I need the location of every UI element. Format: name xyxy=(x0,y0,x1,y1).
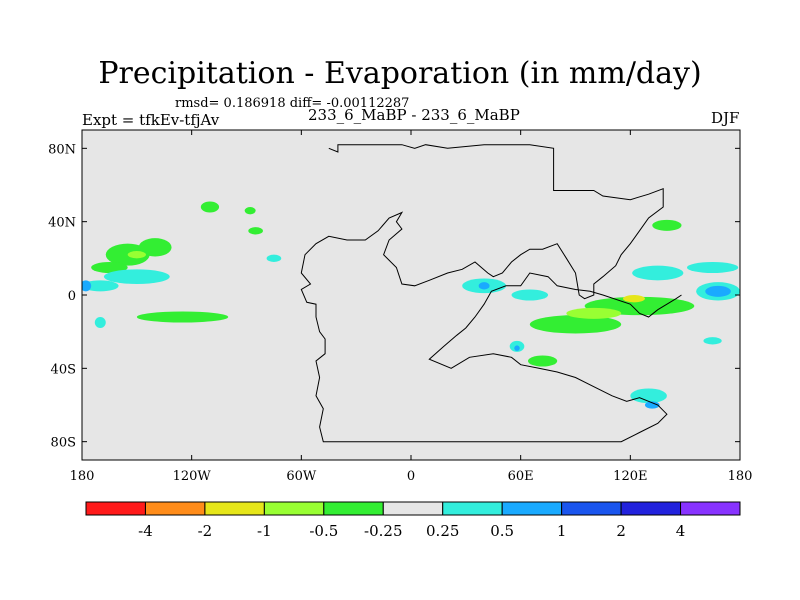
colorbar-label-2: -1 xyxy=(257,522,272,540)
anomaly-region-3 xyxy=(136,311,229,323)
anomaly-region-4 xyxy=(91,262,128,273)
y-axis: 80N 40N 0 40S 80S xyxy=(48,142,740,451)
colorbar-label-1: -2 xyxy=(198,522,213,540)
x-tick-label-6: 180 xyxy=(728,469,753,484)
center-subtitle: 233_6_MaBP - 233_6_MaBP xyxy=(308,106,520,124)
anomaly-region-13 xyxy=(566,307,622,319)
y-tick-label-1: 40N xyxy=(48,216,76,231)
anomaly-region-11 xyxy=(529,315,622,334)
x-tick-label-4: 60E xyxy=(508,469,534,484)
y-tick-label-3: 40S xyxy=(51,362,76,377)
anomaly-region-23 xyxy=(705,285,731,297)
anomaly-region-1 xyxy=(138,238,172,257)
experiment-label: Expt = tfkEv-tfjAv xyxy=(82,111,220,129)
colorbar-swatch-5 xyxy=(382,501,444,516)
anomaly-layer xyxy=(82,201,740,409)
colorbar-label-0: -4 xyxy=(138,522,153,540)
anomaly-region-10 xyxy=(244,207,256,215)
colorbar-swatch-0 xyxy=(85,501,146,516)
season-label: DJF xyxy=(711,109,740,127)
x-tick-label-5: 120E xyxy=(613,469,647,484)
chart-title: Precipitation - Evaporation (in mm/day) xyxy=(98,56,702,91)
y-tick-label-0: 80N xyxy=(48,142,76,157)
colorbar-label-4: -0.25 xyxy=(364,522,402,540)
x-tick-label-0: 180 xyxy=(70,469,95,484)
colorbar-swatch-4 xyxy=(323,501,384,516)
colorbar-swatch-9 xyxy=(620,501,682,516)
anomaly-region-5 xyxy=(103,269,170,284)
colorbar-label-7: 1 xyxy=(557,522,567,540)
colorbar-swatch-8 xyxy=(561,501,622,516)
rmsd-diff-stats: rmsd= 0.186918 diff= -0.00112287 xyxy=(175,96,410,111)
x-axis: 180 120W 60W 0 60E 120E 180 xyxy=(70,130,753,484)
x-tick-label-3: 0 xyxy=(407,469,415,484)
y-tick-label-4: 80S xyxy=(51,436,76,451)
anomaly-region-8 xyxy=(200,201,220,213)
anomaly-region-15 xyxy=(527,355,558,367)
anomaly-region-28 xyxy=(266,254,282,262)
colorbar-label-5: 0.25 xyxy=(426,522,459,540)
anomaly-region-27 xyxy=(514,345,520,351)
anomaly-region-2 xyxy=(127,251,146,259)
anomaly-region-18 xyxy=(478,282,490,290)
anomaly-region-30 xyxy=(703,337,722,345)
anomaly-region-25 xyxy=(644,401,660,409)
colorbar-label-3: -0.5 xyxy=(309,522,338,540)
continent-outline xyxy=(300,144,682,443)
colorbar-swatch-10 xyxy=(680,501,741,516)
colorbar-label-6: 0.5 xyxy=(490,522,514,540)
x-tick-label-2: 60W xyxy=(286,469,317,484)
x-tick-label-1: 120W xyxy=(173,469,212,484)
anomaly-region-7 xyxy=(82,280,92,292)
colorbar-swatch-1 xyxy=(144,501,206,516)
colorbar-swatch-6 xyxy=(442,501,503,516)
anomaly-region-16 xyxy=(652,219,682,231)
anomaly-region-20 xyxy=(632,265,684,281)
colorbar-swatch-3 xyxy=(263,501,325,516)
colorbar-swatch-2 xyxy=(204,501,265,516)
anomaly-region-19 xyxy=(511,289,549,301)
anomaly-region-6 xyxy=(82,280,119,292)
colorbar-swatch-7 xyxy=(501,501,563,516)
y-tick-label-2: 0 xyxy=(68,289,76,304)
plot-background xyxy=(82,130,740,460)
anomaly-region-14 xyxy=(623,295,645,303)
colorbar-label-9: 4 xyxy=(676,522,686,540)
anomaly-region-29 xyxy=(94,317,106,328)
anomaly-region-24 xyxy=(630,388,667,404)
colorbar: -4 -2 -1 -0.5 -0.25 0.25 0.5 1 2 4 xyxy=(85,501,741,540)
anomaly-region-21 xyxy=(686,262,739,273)
colorbar-label-8: 2 xyxy=(616,522,626,540)
anomaly-region-9 xyxy=(248,227,263,235)
